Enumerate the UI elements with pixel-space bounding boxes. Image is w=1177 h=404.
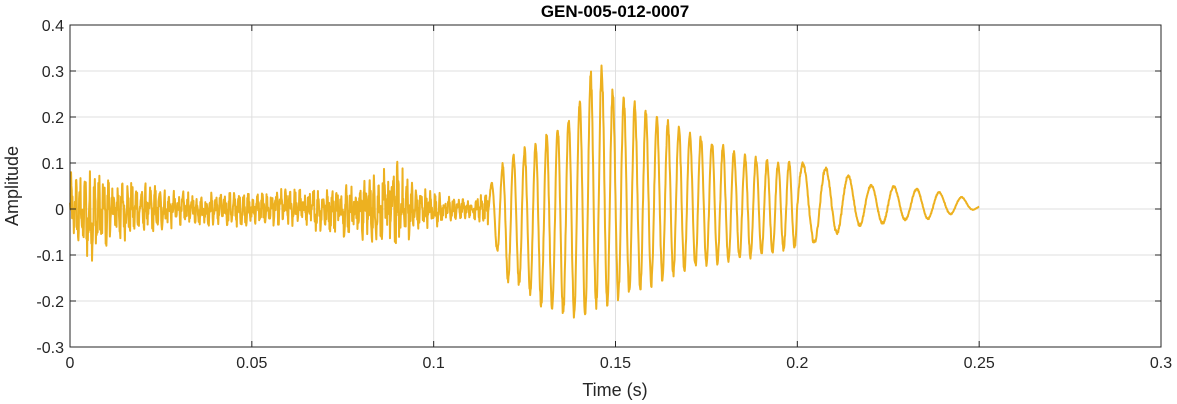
chart-title: GEN-005-012-0007	[541, 2, 689, 21]
series-group	[69, 64, 980, 319]
x-tick-label: 0.15	[600, 355, 631, 372]
y-tick-label: -0.3	[36, 340, 64, 357]
x-tick-label: 0.3	[1150, 355, 1172, 372]
y-tick-label: 0.3	[42, 64, 64, 81]
tick-labels: 0 0.05 0.1 0.15 0.2 0.25 0.3 -0.3 -0.2 -0.1 0 0.1 0.…	[36, 18, 1172, 372]
x-tick-label: 0.05	[236, 355, 267, 372]
x-tick-label: 0.1	[423, 355, 445, 372]
x-tick-label: 0.2	[786, 355, 808, 372]
y-tick-label: -0.2	[36, 294, 64, 311]
x-tick-label: 0.25	[964, 355, 995, 372]
y-tick-label: 0.2	[42, 110, 64, 127]
series-line	[69, 64, 980, 319]
y-tick-label: 0.1	[42, 156, 64, 173]
y-tick-label: 0.4	[42, 18, 64, 35]
y-axis-label: Amplitude	[2, 146, 22, 226]
x-tick-label: 0	[66, 355, 75, 372]
y-tick-label: -0.1	[36, 248, 64, 265]
y-tick-label: 0	[55, 202, 64, 219]
tick-marks	[69, 24, 1162, 348]
x-axis-label: Time (s)	[582, 380, 647, 400]
